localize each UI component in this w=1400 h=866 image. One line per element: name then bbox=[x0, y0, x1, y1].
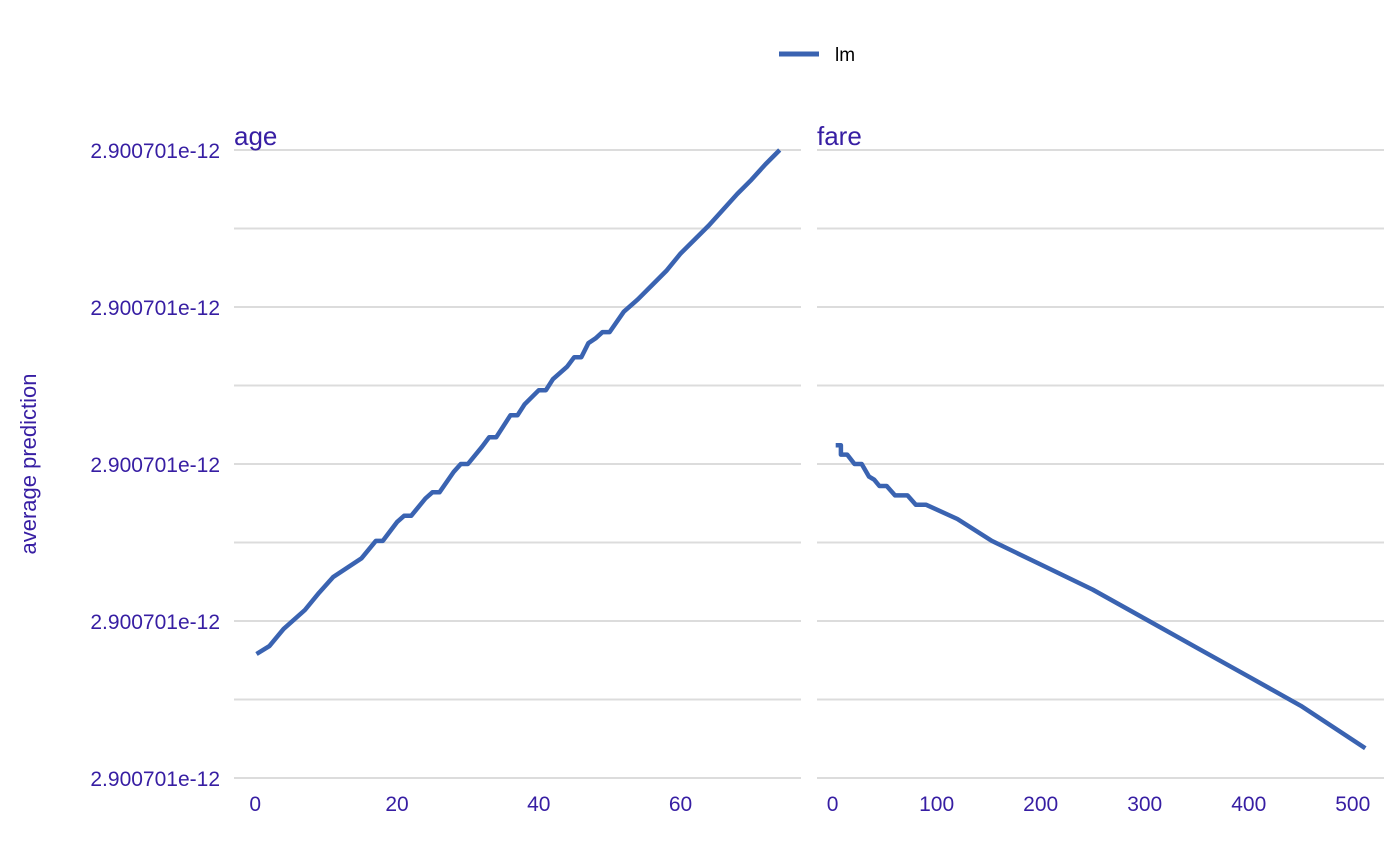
legend-label-lm: lm bbox=[835, 45, 855, 66]
x-tick-label-fare: 500 bbox=[1335, 793, 1370, 816]
panel-title-age: age bbox=[234, 121, 277, 151]
y-tick-label: 2.900701e-12 bbox=[90, 611, 220, 634]
x-tick-label-age: 60 bbox=[669, 793, 692, 816]
x-tick-label-age: 0 bbox=[249, 793, 261, 816]
y-tick-label: 2.900701e-12 bbox=[90, 454, 220, 477]
x-tick-label-fare: 100 bbox=[919, 793, 954, 816]
x-tick-label-fare: 400 bbox=[1231, 793, 1266, 816]
y-tick-label: 2.900701e-12 bbox=[90, 140, 220, 163]
y-tick-label: 2.900701e-12 bbox=[90, 297, 220, 320]
y-axis-title: average prediction bbox=[16, 373, 41, 554]
x-tick-label-age: 40 bbox=[527, 793, 550, 816]
x-tick-label-age: 20 bbox=[385, 793, 408, 816]
panel-title-fare: fare bbox=[817, 121, 862, 151]
x-tick-label-fare: 0 bbox=[827, 793, 839, 816]
y-tick-label: 2.900701e-12 bbox=[90, 768, 220, 791]
series-line-lm-fare bbox=[835, 442, 1367, 751]
x-tick-label-fare: 200 bbox=[1023, 793, 1058, 816]
series-line-lm-age bbox=[255, 148, 782, 656]
x-tick-label-fare: 300 bbox=[1127, 793, 1162, 816]
